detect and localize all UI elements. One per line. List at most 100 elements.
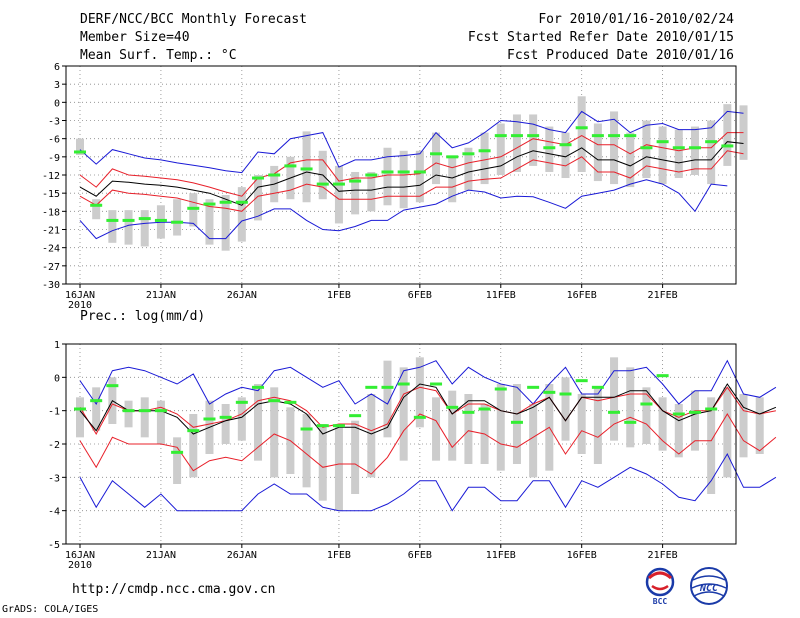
temp-observed-marker	[154, 218, 167, 222]
temp-observed-marker	[106, 218, 119, 222]
prec-x-tick-label: 1FEB	[327, 550, 351, 561]
prec-observed-marker	[527, 385, 540, 389]
temp-spread-bar	[399, 150, 408, 209]
prec-spread-bar	[415, 357, 424, 428]
ncc-logo-text: NCC	[699, 583, 718, 594]
temp-observed-marker	[446, 155, 459, 159]
temp-y-tick-label: -21	[42, 226, 60, 237]
temp-spread-bar	[610, 111, 619, 185]
temp-spread-bar	[674, 129, 683, 179]
temp-spread-bar	[512, 114, 521, 172]
temp-spread-bar	[108, 210, 117, 243]
prec-observed-marker	[688, 410, 701, 414]
temp-plot-frame	[65, 65, 737, 285]
prec-observed-marker	[252, 385, 265, 389]
temp-y-tick-label: -15	[42, 189, 60, 200]
prec-observed-marker	[430, 382, 443, 386]
prec-x-tick-label: 6FEB	[408, 550, 432, 561]
bcc-logo: BCC	[645, 567, 675, 606]
temp-x-tick-label: 21FEB	[648, 290, 678, 301]
ncc-logo: NCC	[690, 567, 728, 605]
prec-observed-marker	[349, 414, 362, 418]
temp-spread-bar	[723, 104, 732, 166]
temp-x-tick-label: 11FEB	[486, 290, 516, 301]
prec-observed-marker	[543, 390, 556, 394]
temp-spread-bar	[658, 126, 667, 185]
member-size-label: Member Size=40	[80, 30, 190, 45]
temp-observed-marker	[203, 202, 216, 206]
temp-observed-marker	[705, 140, 718, 144]
prec-observed-marker	[608, 410, 621, 414]
prec-observed-marker	[462, 410, 475, 414]
temp-observed-marker	[640, 146, 653, 150]
temp-x-tick-label: 26JAN	[227, 290, 257, 301]
forecast-start-date: Fcst Started Refer Date 2010/01/15	[467, 30, 734, 45]
prec-spread-bar	[221, 404, 230, 444]
temp-line-mean	[79, 141, 744, 206]
temp-y-tick-label: 0	[54, 98, 60, 109]
prec-spread-bar	[707, 397, 716, 494]
temp-spread-bar	[302, 131, 311, 203]
prec-y-tick-label: -2	[48, 440, 60, 451]
temp-spread-bar	[351, 171, 360, 215]
prec-observed-marker	[268, 399, 281, 403]
prec-observed-marker	[494, 387, 507, 391]
temp-observed-marker	[478, 149, 491, 153]
prec-y-tick-label: -1	[48, 407, 60, 418]
temp-y-tick-label: 6	[54, 62, 60, 73]
prec-spread-bar	[739, 394, 748, 458]
prec-spread-bar	[367, 394, 376, 478]
prec-observed-marker	[381, 385, 394, 389]
temp-observed-marker	[171, 220, 184, 224]
temp-observed-marker	[608, 134, 621, 138]
temp-spread-bar	[124, 210, 133, 245]
temp-observed-marker	[462, 152, 475, 156]
prec-x-tick-label: 26JAN	[227, 550, 257, 561]
prec-observed-marker	[219, 415, 232, 419]
temp-observed-marker	[284, 164, 297, 168]
temp-spread-bar	[480, 132, 489, 185]
prec-spread-bar	[626, 367, 635, 448]
temp-observed-marker	[672, 146, 685, 150]
temp-spread-bar	[707, 120, 716, 185]
temp-spread-bar	[383, 147, 392, 206]
prec-observed-marker	[656, 374, 669, 378]
temp-observed-marker	[219, 200, 232, 204]
prec-observed-marker	[74, 407, 86, 411]
temp-y-tick-label: -18	[42, 207, 60, 218]
prec-observed-marker	[672, 412, 685, 416]
temp-spread-bar	[173, 199, 182, 236]
prec-spread-bar	[432, 397, 441, 461]
prec-observed-marker	[478, 407, 491, 411]
prec-spread-bar	[642, 387, 651, 444]
prec-year-label: 2010	[68, 560, 92, 570]
footer-url: http://cmdp.ncc.cma.gov.cn	[72, 582, 276, 597]
prec-spread-bar	[464, 394, 473, 464]
prec-spread-bar	[383, 360, 392, 438]
temp-y-tick-label: -24	[42, 244, 60, 255]
bcc-logo-text: BCC	[653, 597, 668, 606]
temp-observed-marker	[624, 134, 637, 138]
prec-observed-marker	[365, 385, 378, 389]
prec-spread-bar	[92, 387, 101, 431]
prec-spread-bar	[399, 367, 408, 461]
prec-spread-bar	[561, 377, 570, 441]
temp-spread-bar	[642, 120, 651, 179]
prec-observed-marker	[575, 379, 588, 383]
temp-spread-bar	[140, 210, 149, 247]
prec-x-tick-label: 21JAN	[146, 550, 176, 561]
temp-x-tick-label: 16JAN	[65, 290, 95, 301]
prec-spread-bar	[237, 397, 246, 441]
temp-spread-bar	[561, 132, 570, 179]
prec-x-tick-label: 21FEB	[648, 550, 678, 561]
prec-spread-bar	[124, 400, 133, 428]
prec-spread-bar	[529, 404, 538, 478]
temp-spread-bar	[545, 126, 554, 172]
temp-spread-bar	[464, 147, 473, 191]
temp-line-max	[79, 110, 744, 174]
forecast-period: For 2010/01/16-2010/02/24	[538, 12, 734, 27]
prec-spread-bar	[302, 414, 311, 488]
prec-observed-marker	[122, 409, 135, 413]
temp-line-upper	[79, 132, 744, 197]
temp-observed-marker	[413, 170, 426, 174]
